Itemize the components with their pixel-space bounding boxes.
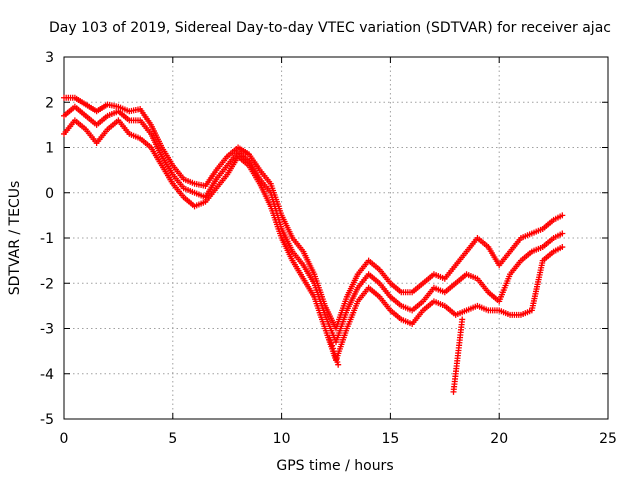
data-point-trace-a [559, 212, 566, 219]
data-point-dip-near-12h [327, 337, 334, 344]
data-point-dip-near-12h [326, 334, 333, 341]
y-tick-label: -4 [40, 367, 54, 383]
axis-ticks [63, 56, 609, 420]
x-tick-label: 15 [381, 431, 399, 447]
data-point-trace-b [559, 230, 566, 237]
y-tick-label: 3 [45, 50, 54, 66]
x-tick-label: 20 [490, 431, 508, 447]
y-tick-label: 0 [45, 186, 54, 202]
data-point-dip-near-12h [329, 345, 336, 352]
data-point-dip-near-12h [333, 356, 340, 363]
y-tick-label: -1 [40, 231, 54, 247]
data-point-dip-near-12h [330, 348, 337, 355]
x-tick-label: 25 [599, 431, 617, 447]
y-tick-label: -5 [40, 412, 54, 428]
data-point-dip-near-12h [329, 342, 336, 349]
y-axis-label: SDTVAR / TECUs [7, 181, 23, 296]
x-tick-label: 10 [273, 431, 291, 447]
y-tick-label: 2 [45, 95, 54, 111]
data-marks [61, 94, 566, 395]
y-tick-label: 1 [45, 141, 54, 157]
y-tick-labels: -5 -4 -3 -2 -1 0 1 2 3 [40, 50, 54, 428]
x-tick-labels: 0 5 10 15 20 25 [60, 431, 617, 447]
y-tick-label: -3 [40, 322, 54, 338]
data-point-dip-near-18h [459, 316, 466, 323]
data-point-dip-near-12h [335, 361, 342, 368]
x-axis-label: GPS time / hours [276, 458, 393, 474]
data-point-dip-near-12h [328, 339, 335, 346]
x-tick-label: 0 [60, 431, 69, 447]
chart-title: Day 103 of 2019, Sidereal Day-to-day VTE… [49, 20, 611, 36]
y-tick-label: -2 [40, 276, 54, 292]
grid-lines [64, 57, 608, 419]
data-point-trace-c [559, 244, 566, 251]
x-tick-label: 5 [168, 431, 177, 447]
data-point-dip-near-12h [334, 358, 341, 365]
data-point-dip-near-12h [332, 353, 339, 360]
data-point-dip-near-12h [331, 350, 338, 357]
